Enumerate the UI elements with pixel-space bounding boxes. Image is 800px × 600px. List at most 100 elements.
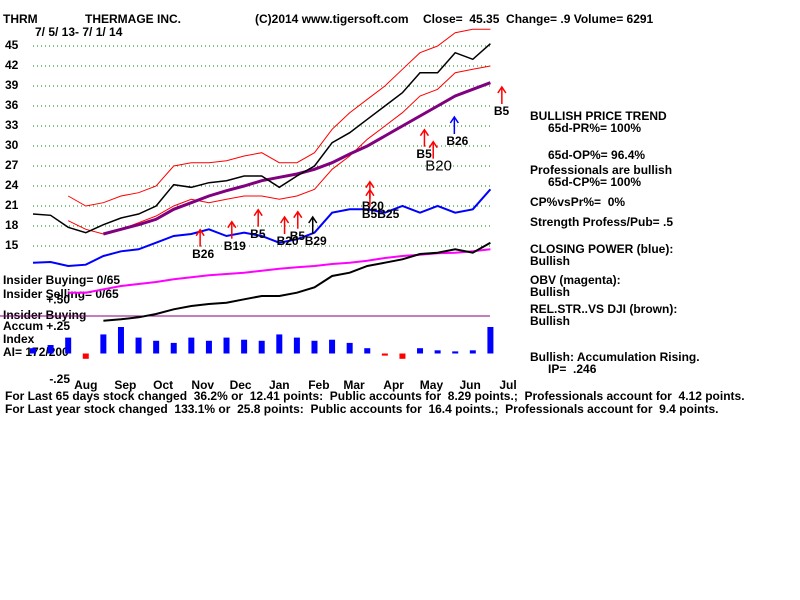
signal-arrowhead [308,215,318,224]
signal-label: B5 [250,227,266,241]
series-line [67,28,491,207]
signal-arrowhead [419,128,430,137]
y-tick-label: 30 [5,138,19,152]
signal-arrowhead [497,85,507,94]
insider-label: Insider Buying= 0/65 [3,273,120,287]
signal-label: B26 [192,247,214,261]
x-tick-label: Jan [269,378,290,392]
date-range: 7/ 5/ 13- 7/ 1/ 14 [35,25,123,39]
summary-text: 65d-OP%= 96.4% [548,148,645,162]
summary-text: Professionals are bullish [530,163,672,177]
accum-bar [276,334,283,354]
summary-text: REL.STR..VS DJI (brown): [530,302,677,316]
accum-bar [329,339,336,354]
x-tick-label: Aug [74,378,97,392]
summary-text: BULLISH PRICE TREND [530,109,667,123]
accum-bar [82,353,89,359]
accum-bar [487,327,494,354]
x-tick-label: Sep [114,378,136,392]
signal-label: B5 [416,147,432,161]
accum-bar [47,345,54,354]
signal-label: B20 [425,158,452,175]
series-line [68,248,491,294]
signal-label: B19 [224,239,246,253]
signal-arrowhead [365,180,375,189]
accum-bar [153,340,160,354]
summary-text: Bullish: Accumulation Rising. [530,350,700,364]
x-tick-label: Feb [308,378,329,392]
signal-arrowhead [428,140,438,149]
index-label: Index [3,332,35,346]
accum-bar [469,350,476,354]
accum-bar [293,337,300,354]
y-tick-label: -.25 [49,372,70,386]
summary-text: CP%vsPr%= 0% [530,195,625,209]
ai-label: AI= 172/200 [3,345,69,359]
y-tick-label: +.25 [46,319,70,333]
accum-bar [311,340,318,354]
y-tick-label: 45 [5,38,19,52]
accum-bar [223,337,230,354]
summary-text: CLOSING POWER (blue): [530,242,673,256]
summary-text: Strength Profess/Pub= .5 [530,215,673,229]
insider-label: Insider Selling= 0/65 [3,287,119,301]
signal-arrowhead [279,215,290,224]
accum-bar [399,353,406,359]
x-tick-label: Dec [230,378,252,392]
accum-label: Accum [3,319,43,333]
y-tick-label: 18 [5,218,19,232]
accum-bar [205,340,212,354]
x-tick-label: Mar [343,378,365,392]
x-tick-label: Jun [460,378,481,392]
y-tick-label: 21 [5,198,19,212]
signal-label: B20 [277,234,299,248]
accum-bar [417,348,424,354]
summary-text: 65d-PR%= 100% [548,121,641,135]
accum-bar [135,337,142,354]
summary-text: Bullish [530,285,570,299]
accum-bar [364,348,371,354]
signal-arrowhead [253,208,263,217]
series-line [67,65,491,235]
signal-label: B26 [446,134,468,148]
y-tick-label: 33 [5,118,19,132]
series-line [32,188,492,268]
accum-bar [452,351,459,354]
ticker: THRM [3,12,38,26]
accum-bar [381,353,388,356]
signal-label: B5 [290,229,306,243]
y-tick-label: +.50 [46,293,70,307]
signal-arrowhead [293,210,303,219]
accum-bar [434,350,441,354]
accum-bar [100,334,107,354]
x-tick-label: Oct [153,378,173,392]
x-tick-label: Nov [191,378,214,392]
summary-text: OBV (magenta): [530,273,621,287]
series-line [32,43,491,234]
accum-bar [188,337,195,354]
summary-text: 65d-CP%= 100% [548,175,641,189]
signal-label: B20 [362,199,384,213]
x-tick-label: Apr [383,378,404,392]
y-tick-label: 42 [5,58,19,72]
series-line [103,81,491,236]
source: (C)2014 www.tigersoft.com [255,12,409,26]
accum-bar [117,327,124,354]
footer-text: For Last year stock changed 133.1% or 25… [5,402,719,416]
footer-text: For Last 65 days stock changed 36.2% or … [5,389,745,403]
accum-bar [241,339,248,354]
signal-arrowhead [365,188,375,197]
accum-bar [170,342,177,354]
quote: Close= 45.35 Change= .9 Volume= 6291 [423,12,654,26]
y-tick-label: 39 [5,78,19,92]
accum-bar [30,348,36,354]
summary-text: Bullish [530,254,570,268]
series-line [103,241,491,322]
signal-arrowhead [449,115,459,124]
summary-text: Bullish [530,314,570,328]
y-tick-label: 15 [5,238,19,252]
signal-label: B29 [305,234,327,248]
signal-arrowhead [195,228,205,237]
